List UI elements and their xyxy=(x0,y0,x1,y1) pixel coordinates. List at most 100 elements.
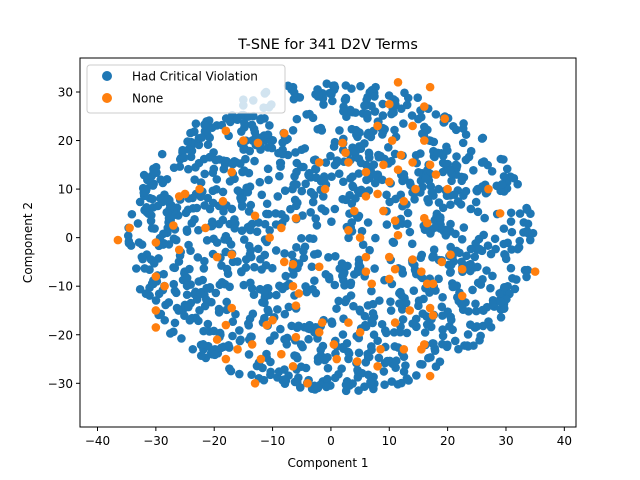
scatter-point xyxy=(228,317,238,327)
scatter-point xyxy=(361,192,371,201)
scatter-point xyxy=(160,281,169,291)
scatter-point xyxy=(188,344,198,354)
scatter-point xyxy=(254,218,263,227)
scatter-point xyxy=(344,349,354,358)
scatter-point xyxy=(363,370,373,380)
scatter-point xyxy=(360,311,370,321)
scatter-point xyxy=(486,283,495,293)
scatter-point xyxy=(314,158,324,167)
scatter-point xyxy=(297,145,306,155)
scatter-point xyxy=(360,139,369,148)
scatter-point xyxy=(247,120,257,130)
scatter-point xyxy=(317,126,327,135)
x-axis: −40 −30 −20 −10 0 10 20 30 40 xyxy=(85,427,572,448)
scatter-point xyxy=(256,354,266,364)
scatter-point xyxy=(347,199,357,208)
scatter-point xyxy=(341,148,350,157)
scatter-point xyxy=(522,205,532,214)
scatter-point xyxy=(330,204,340,214)
scatter-point xyxy=(490,234,500,244)
scatter-point xyxy=(280,309,290,319)
scatter-point xyxy=(291,332,301,342)
scatter-point xyxy=(461,186,471,196)
scatter-point xyxy=(259,287,269,297)
scatter-point xyxy=(466,320,475,329)
scatter-point xyxy=(273,305,282,314)
scatter-point xyxy=(249,290,259,300)
scatter-point xyxy=(388,237,398,247)
scatter-point xyxy=(515,236,525,246)
scatter-point xyxy=(431,110,441,119)
scatter-point xyxy=(281,214,290,223)
scatter-point xyxy=(338,138,347,148)
scatter-point xyxy=(332,156,342,165)
scatter-point xyxy=(228,331,237,341)
scatter-point xyxy=(140,264,150,273)
scatter-point xyxy=(513,244,522,254)
scatter-point xyxy=(377,175,387,185)
scatter-point xyxy=(430,346,440,355)
scatter-point xyxy=(491,244,500,254)
scatter-point xyxy=(221,231,231,241)
scatter-point xyxy=(303,379,312,388)
scatter-point xyxy=(355,233,365,242)
scatter-point xyxy=(507,227,517,237)
scatter-point xyxy=(457,291,467,301)
scatter-point xyxy=(279,375,289,384)
scatter-point xyxy=(390,264,400,274)
scatter-point xyxy=(154,289,164,299)
scatter-point xyxy=(202,283,211,293)
y-tick-label: −30 xyxy=(48,377,73,391)
scatter-point xyxy=(280,186,290,196)
scatter-point xyxy=(452,152,461,161)
scatter-point xyxy=(399,119,408,128)
scatter-point xyxy=(384,143,393,152)
scatter-point xyxy=(523,219,533,229)
scatter-point xyxy=(313,85,322,94)
scatter-point xyxy=(311,214,321,223)
scatter-point xyxy=(457,264,467,274)
scatter-point xyxy=(387,109,396,119)
scatter-point xyxy=(463,330,473,339)
scatter-point xyxy=(513,179,522,189)
scatter-point xyxy=(163,194,173,204)
y-tick-label: 0 xyxy=(65,231,73,245)
scatter-point xyxy=(419,136,429,145)
scatter-point xyxy=(276,162,285,171)
scatter-point xyxy=(203,193,213,203)
scatter-point xyxy=(413,93,423,102)
scatter-point xyxy=(417,267,426,276)
scatter-point xyxy=(451,229,460,239)
scatter-point xyxy=(301,179,310,189)
scatter-point xyxy=(401,298,411,308)
scatter-point xyxy=(317,204,327,213)
scatter-point xyxy=(330,373,340,383)
scatter-point xyxy=(203,140,213,150)
scatter-point xyxy=(272,290,281,300)
scatter-point xyxy=(287,250,297,260)
scatter-point xyxy=(402,328,412,338)
scatter-point xyxy=(425,288,434,297)
x-tick-label: 30 xyxy=(498,434,513,448)
scatter-point xyxy=(425,160,435,170)
scatter-point xyxy=(418,309,428,318)
scatter-point xyxy=(376,345,385,354)
scatter-point xyxy=(237,127,246,136)
scatter-point xyxy=(149,279,158,289)
scatter-point xyxy=(288,362,298,371)
scatter-point xyxy=(157,149,167,159)
scatter-point xyxy=(354,348,364,358)
scatter-point xyxy=(364,149,374,159)
scatter-point xyxy=(203,319,213,329)
scatter-point xyxy=(255,177,265,187)
scatter-point xyxy=(458,124,468,133)
scatter-point xyxy=(239,145,248,154)
scatter-point xyxy=(344,226,353,235)
scatter-point xyxy=(241,154,250,164)
scatter-point xyxy=(428,252,437,262)
scatter-point xyxy=(330,280,340,290)
legend-label-none: None xyxy=(132,92,163,106)
scatter-point xyxy=(247,370,256,380)
scatter-point xyxy=(438,339,447,349)
scatter-point xyxy=(419,340,429,349)
